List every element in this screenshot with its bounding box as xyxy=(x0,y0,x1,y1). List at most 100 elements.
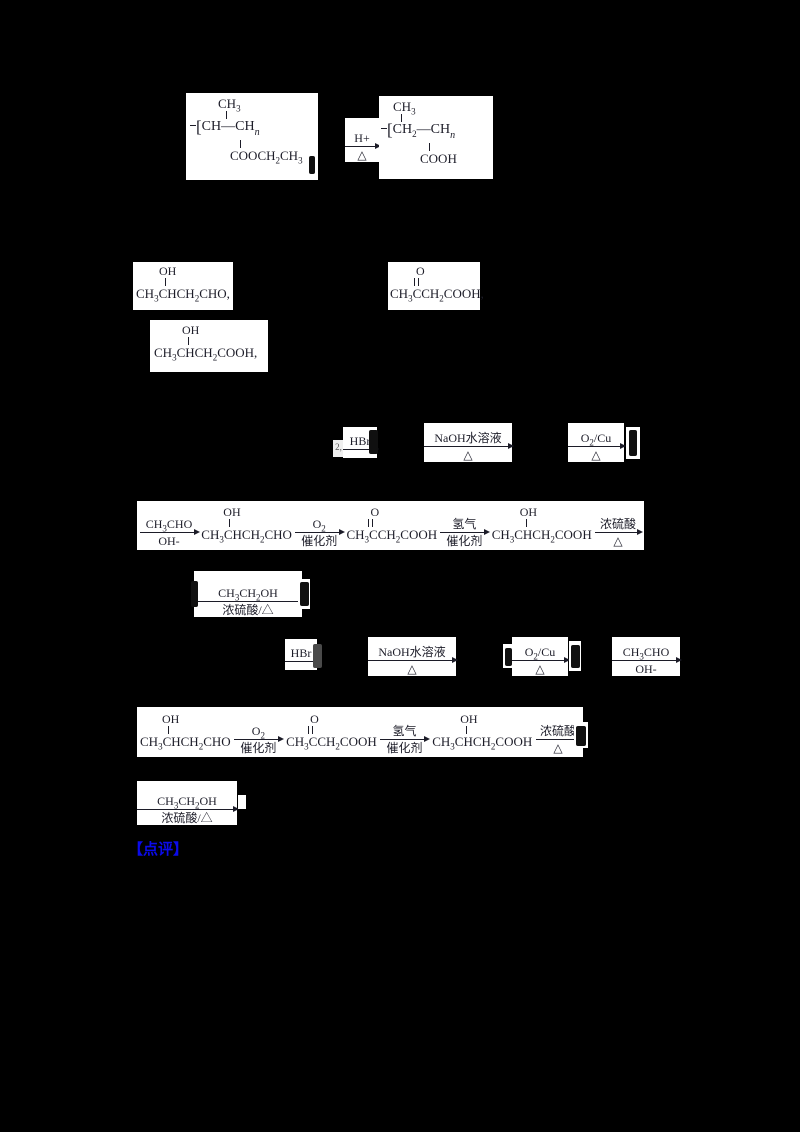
arrow-above-label: 浓硫酸 xyxy=(539,724,576,738)
arrow-line xyxy=(295,529,346,535)
naoh-arrow: NaOH水溶液 △ xyxy=(368,637,458,676)
arrow-below-label: △ xyxy=(407,662,417,676)
hydroxy-aldehyde-structure: OH CH3CHCH2CHO, xyxy=(133,262,233,310)
arrow-line xyxy=(512,657,570,663)
structure-formula: CH3CHCH2COOH, xyxy=(154,345,258,363)
arrow-below-label: 催化剂 xyxy=(301,534,338,548)
hydroxyl-label: OH xyxy=(162,712,180,726)
vertical-bond xyxy=(168,726,169,734)
cutoff-fragment xyxy=(576,726,586,746)
arrow-above-label: O2/Cu xyxy=(524,645,556,662)
hydrogenation-arrow: 氢气 催化剂 xyxy=(380,724,431,755)
o2-cu-arrow: O2/Cu △ xyxy=(512,637,570,676)
arrow-below-label: △ xyxy=(553,741,563,755)
arrow-above-label: CH3CHO xyxy=(622,645,670,662)
arrow-line xyxy=(234,736,285,742)
comma: , xyxy=(480,286,484,301)
vertical-bond xyxy=(226,111,227,119)
keto-acid-structure: O CH3CCH2COOH, xyxy=(388,262,484,310)
arrow-below-label: 催化剂 xyxy=(240,741,277,755)
carbonyl-oxygen-label: O xyxy=(370,505,380,519)
open-bracket: [ xyxy=(196,117,202,136)
methyl-group: CH3 xyxy=(393,99,416,117)
arrow-above-label: CH3CH2OH xyxy=(157,794,217,811)
degree-of-polymerization: n xyxy=(254,127,260,138)
naoh-arrow: NaOH水溶液 △ xyxy=(424,423,514,462)
arrow-line xyxy=(595,529,643,535)
cutoff-fragment xyxy=(191,581,198,607)
arrow-above-label: 氢气 xyxy=(452,517,477,531)
structure-formula: CH3CHCH2CHO xyxy=(201,527,292,545)
keto-acid-structure: O CH3CCH2COOH xyxy=(346,505,437,545)
acid-pendant-group: COOH xyxy=(420,151,457,166)
degree-of-polymerization: n xyxy=(450,130,456,141)
vertical-bond xyxy=(429,143,430,151)
structure-formula: CH3CCH2COOH, xyxy=(390,286,484,304)
open-bracket: [ xyxy=(387,120,393,139)
arrow-line xyxy=(137,806,239,812)
carbonyl-oxygen-label: O xyxy=(416,264,425,278)
arrow-above-label: 氢气 xyxy=(392,724,417,738)
double-bond xyxy=(368,519,374,527)
arrow-line xyxy=(140,529,200,535)
structure-formula: CH3CHCH2COOH xyxy=(432,734,533,752)
arrow-below-label: OH- xyxy=(635,662,657,676)
cutoff-fragment xyxy=(369,430,378,454)
hydroxy-acid-structure: OH CH3CHCH2COOH, xyxy=(150,320,268,372)
methyl-group: CH3 xyxy=(218,96,241,114)
comma: , xyxy=(254,345,258,360)
cutoff-subscript-fragment: 2, xyxy=(333,440,344,457)
arrow-below-label: 催化剂 xyxy=(446,534,483,548)
ethanol-esterification-arrow: CH3CH2OH 浓硫酸/△ xyxy=(137,781,239,825)
double-bond xyxy=(308,726,314,734)
arrow-below-label: △ xyxy=(591,448,601,462)
hydroxy-acid-structure: OH CH3CHCH2COOH xyxy=(432,713,533,752)
arrow-below-label: △ xyxy=(535,662,545,676)
arrow-below-label: △ xyxy=(357,148,367,162)
polymer-backbone: [CH2—CHn xyxy=(381,120,493,143)
hydroxyl-label: OH xyxy=(159,264,177,278)
polymer-ester-structure: CH3 [CH—CHn COOCH2CH3 xyxy=(186,93,318,180)
cutoff-sliver xyxy=(238,795,246,809)
ester-pendant-group: COOCH2CH3 xyxy=(230,148,303,166)
synthesis-route-row-2: OH CH3CHCH2CHO O2 催化剂 O CH3CCH2COOH 氢气 催… xyxy=(137,707,583,757)
arrow-line xyxy=(424,443,514,449)
arrow-line xyxy=(345,143,381,149)
cutoff-fragment xyxy=(309,156,315,174)
polymer-backbone: [CH—CHn xyxy=(190,117,318,140)
hydroxyl-label: OH xyxy=(182,323,200,337)
aldol-arrow: CH3CHO OH- xyxy=(612,637,682,676)
vertical-bond xyxy=(240,140,241,148)
arrow-line xyxy=(612,657,682,663)
esterification-arrow: 浓硫酸 △ xyxy=(595,517,643,548)
arrow-above-label: HBr xyxy=(349,434,371,448)
double-bond xyxy=(414,278,419,286)
polymer-acid-structure: CH3 [CH2—CHn COOH xyxy=(379,96,493,179)
arrow-above-label: NaOH水溶液 xyxy=(378,645,446,659)
hydrolysis-arrow: H+ △ xyxy=(345,118,381,162)
hydrogenation-arrow: 氢气 催化剂 xyxy=(440,517,491,548)
structure-formula: CH3CHCH2COOH xyxy=(491,527,592,545)
arrow-above-label: NaOH水溶液 xyxy=(434,431,502,445)
hydroxyl-label: OH xyxy=(519,505,538,519)
arrow-line xyxy=(194,598,304,604)
bond-tick xyxy=(381,128,387,129)
arrow-line xyxy=(380,736,431,742)
structure-formula: CH3CHCH2CHO xyxy=(140,734,231,752)
arrow-below-label: 浓硫酸/△ xyxy=(222,603,274,617)
arrow-line xyxy=(568,443,626,449)
arrow-below-label: OH- xyxy=(158,534,180,548)
keto-acid-structure: O CH3CCH2COOH xyxy=(286,712,377,752)
hydroxy-aldehyde-structure: OH CH3CHCH2CHO xyxy=(140,712,231,752)
arrow-line xyxy=(368,657,458,663)
arrow-above-label: HBr xyxy=(290,646,312,660)
review-section-label: 【点评】 xyxy=(128,841,189,858)
carbonyl-oxygen-label: O xyxy=(310,712,319,726)
hydroxy-aldehyde-structure: OH CH3CHCH2CHO xyxy=(201,506,292,545)
structure-formula: CH3CHCH2CHO, xyxy=(136,286,230,304)
vertical-bond xyxy=(188,337,189,345)
o2-cu-arrow: O2/Cu △ xyxy=(568,423,626,462)
vertical-bond xyxy=(525,519,527,527)
arrow-below-label: △ xyxy=(463,448,473,462)
